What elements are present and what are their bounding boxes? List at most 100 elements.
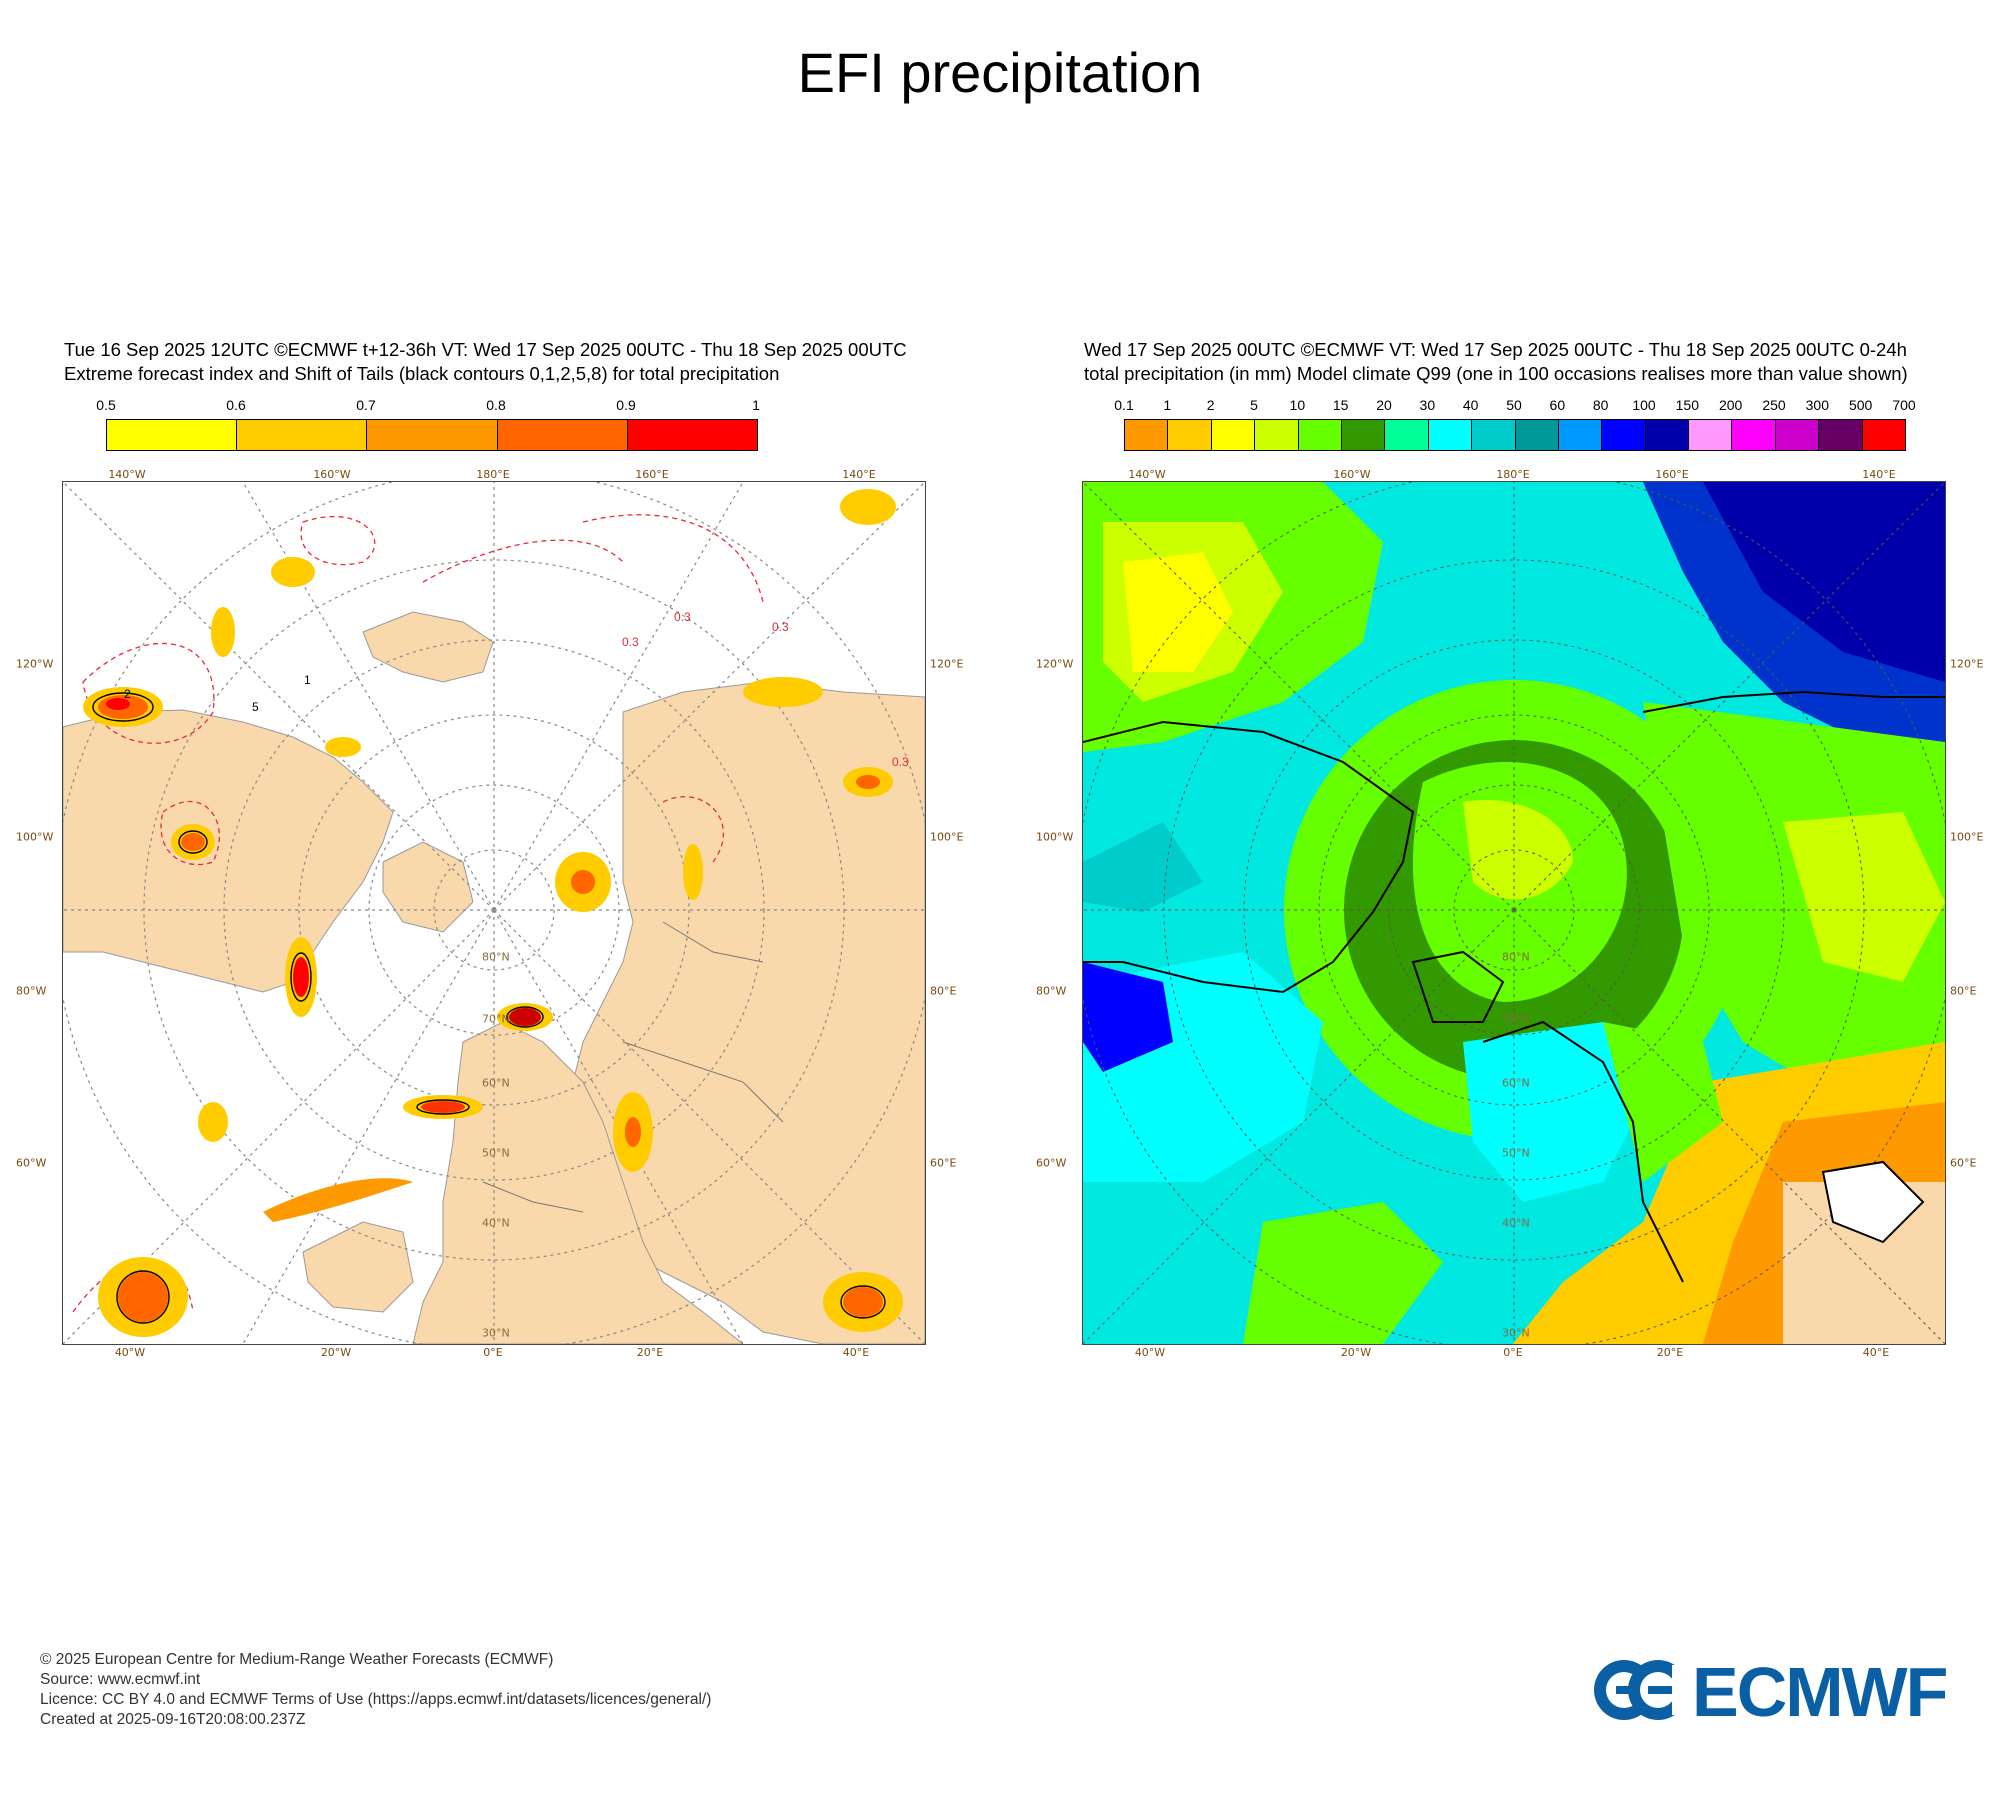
climate-colorbar-segment <box>1819 420 1863 450</box>
efi-lat-circle-label: 80°N <box>482 950 510 964</box>
efi-contour-label: 1 <box>304 673 311 687</box>
climate-colorbar-label: 2 <box>1206 397 1215 413</box>
climate-colorbar-label: 5 <box>1250 397 1258 413</box>
efi-map[interactable] <box>62 481 926 1345</box>
efi-lat-circle-label: 30°N <box>482 1326 510 1340</box>
climate-colorbar-label: 50 <box>1506 397 1522 413</box>
efi-lat-label: 80°W <box>16 984 47 998</box>
footer-licence: Licence: CC BY 4.0 and ECMWF Terms of Us… <box>40 1691 712 1708</box>
climate-colorbar-labels: 0.1 1 2 5 10 15 20 30 40 50 60 80 100 150 200 250 300 500… <box>1114 397 1915 415</box>
efi-lon-label: 140°W <box>108 468 146 481</box>
efi-lat-label: 100°W <box>16 830 54 844</box>
climate-header-line2: total precipitation (in mm) Model climat… <box>1084 363 1908 384</box>
efi-lat-label: 120°W <box>16 657 54 671</box>
footer-source: Source: www.ecmwf.int <box>40 1671 201 1688</box>
climate-panel: Wed 17 Sep 2025 00UTC ©ECMWF VT: Wed 17 … <box>1036 335 1984 1359</box>
climate-coastlines <box>1083 690 1945 1283</box>
climate-colorbar-label: 30 <box>1419 397 1436 413</box>
efi-anomaly-areas <box>83 489 903 1337</box>
efi-contour-label: 0.3 <box>892 755 909 769</box>
ecmwf-logo <box>1588 1655 1968 1725</box>
climate-lat-circle-label: 40°N <box>1502 1216 1530 1230</box>
efi-contour-label: 0.3 <box>622 635 639 649</box>
climate-colorbar-segment <box>1341 420 1386 450</box>
climate-lon-label: 20°W <box>1340 1346 1372 1359</box>
efi-lat-circle-label: 40°N <box>482 1216 510 1230</box>
climate-colorbar-label: 15 <box>1332 397 1349 413</box>
climate-colorbar-label: 0.1 <box>1114 397 1134 413</box>
climate-lat-circle-label: 50°N <box>1502 1146 1530 1160</box>
efi-map-svg <box>63 482 925 1344</box>
climate-lat-label: 60°W <box>1036 1156 1067 1170</box>
efi-colorbar-segment <box>497 420 628 450</box>
climate-lat-label: 60°E <box>1950 1156 1977 1170</box>
climate-lon-label: 20°E <box>1656 1346 1684 1359</box>
efi-lat-circle-label: 60°N <box>482 1076 510 1090</box>
efi-colorbar-label: 0.7 <box>356 397 376 413</box>
efi-colorbar-segment <box>237 420 368 450</box>
efi-contour-label: 5 <box>252 700 259 714</box>
efi-lon-label: 140°E <box>842 468 876 481</box>
ecmwf-logo-icon <box>1594 1660 1692 1720</box>
climate-colorbar-segment <box>1775 420 1820 450</box>
climate-lat-label: 80°E <box>1950 984 1977 998</box>
climate-lat-label: 80°W <box>1036 984 1067 998</box>
efi-lon-label: 20°E <box>636 1346 664 1359</box>
climate-colorbar-label: 200 <box>1718 397 1743 413</box>
efi-colorbar-label: 0.6 <box>226 397 246 413</box>
climate-lat-label: 100°E <box>1950 830 1984 844</box>
efi-lon-label: 160°E <box>635 468 669 481</box>
climate-lon-label: 160°W <box>1333 468 1371 481</box>
climate-lat-circle-label: 80°N <box>1502 950 1530 964</box>
efi-land <box>63 611 925 1344</box>
ecmwf-logo-text: ECMWF <box>1692 1653 1948 1731</box>
efi-colorbar-segment <box>107 420 238 450</box>
climate-colorbar-label: 100 <box>1632 397 1656 413</box>
climate-colorbar-label: 300 <box>1805 397 1830 413</box>
climate-map-svg <box>1083 482 1945 1344</box>
climate-colorbar-label: 10 <box>1289 397 1306 413</box>
climate-colorbar-label: 60 <box>1549 397 1566 413</box>
efi-colorbar-label: 1 <box>752 397 760 413</box>
efi-colorbar-label: 0.8 <box>486 397 506 413</box>
efi-contour-label: 0.3 <box>674 610 691 624</box>
climate-colorbar-segment <box>1385 420 1429 450</box>
climate-colorbar-segment <box>1211 420 1256 450</box>
efi-lon-label: 0°E <box>483 1346 503 1359</box>
efi-lat-circle-label: 50°N <box>482 1146 510 1160</box>
climate-lon-label: 180°E <box>1496 468 1530 481</box>
efi-lat-circle-label: 70°N <box>482 1012 510 1026</box>
efi-colorbar-segment <box>627 420 758 450</box>
efi-borders <box>482 921 784 1213</box>
footer-credits: © 2025 European Centre for Medium-Range … <box>40 1650 711 1730</box>
efi-lat-label: 100°E <box>930 830 964 844</box>
efi-header-line2: Extreme forecast index and Shift of Tail… <box>64 363 780 384</box>
efi-sot-contours <box>92 692 886 1324</box>
efi-lon-label: 20°W <box>320 1346 352 1359</box>
efi-colorbar <box>106 419 758 451</box>
climate-lon-label: 40°W <box>1134 1346 1166 1359</box>
climate-colorbar-segment <box>1428 420 1473 450</box>
footer-created: Created at 2025-09-16T20:08:00.237Z <box>40 1711 306 1728</box>
climate-map[interactable] <box>1082 481 1946 1345</box>
climate-colorbar-label: 80 <box>1592 397 1609 413</box>
climate-colorbar-label: 250 <box>1762 397 1786 413</box>
efi-colorbar-labels: 0.5 0.6 0.7 0.8 0.9 1 <box>96 397 760 415</box>
efi-graticule <box>63 482 925 1344</box>
climate-colorbar-segment <box>1298 420 1342 450</box>
efi-lon-label: 40°E <box>842 1346 870 1359</box>
climate-colorbar-label: 150 <box>1675 397 1700 413</box>
climate-colorbar-segment <box>1472 420 1516 450</box>
efi-header-line1: Tue 16 Sep 2025 12UTC ©ECMWF t+12-36h VT… <box>64 339 907 360</box>
efi-lon-label: 160°W <box>313 468 351 481</box>
efi-contour-label: 0.3 <box>772 620 789 634</box>
climate-lon-label: 40°E <box>1862 1346 1890 1359</box>
climate-lat-label: 120°E <box>1950 657 1984 671</box>
climate-colorbar-segment <box>1255 420 1299 450</box>
climate-lon-label: 0°E <box>1503 1346 1523 1359</box>
climate-header-line1: Wed 17 Sep 2025 00UTC ©ECMWF VT: Wed 17 … <box>1084 339 1907 360</box>
climate-colorbar-segment <box>1732 420 1776 450</box>
efi-lat-label: 60°W <box>16 1156 47 1170</box>
efi-colorbar-label: 0.5 <box>96 397 116 413</box>
climate-colorbar-segment <box>1602 420 1646 450</box>
